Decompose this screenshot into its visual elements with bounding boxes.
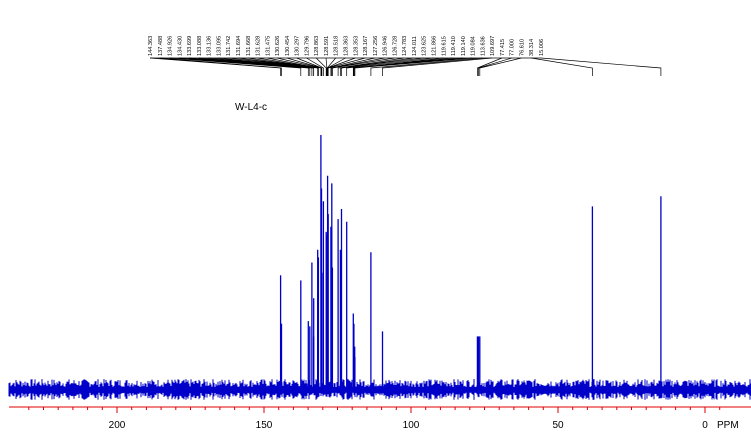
peak-shift-label: 133.095: [216, 36, 222, 56]
x-tick-label: 50: [552, 420, 564, 431]
peak-shift-label: 128.863: [314, 36, 320, 56]
peak-shift-label: 133.088: [197, 36, 203, 56]
peak-shift-label: 119.140: [461, 36, 467, 56]
x-tick-label: 100: [403, 420, 420, 431]
peak-shift-label: 124.011: [412, 36, 418, 56]
peak-shift-label: 131.742: [226, 36, 232, 56]
peak-shift-label: 130.297: [295, 36, 301, 56]
peak-shift-label: 131.668: [246, 36, 252, 56]
peak-shift-label: 130.454: [285, 36, 291, 56]
peak-shift-label: 131.475: [265, 36, 271, 56]
peak-label-group: 144.363 137.488 134.926 134.430 133.699 133.0…: [148, 36, 662, 76]
peak-shift-label: 128.591: [324, 36, 330, 56]
peak-shift-label: 38.314: [529, 39, 535, 56]
peak-shift-label: 15.006: [539, 39, 545, 56]
x-axis-label: PPM: [717, 420, 739, 431]
peak-shift-label: 133.699: [187, 36, 193, 56]
peak-shift-label: 131.694: [236, 36, 242, 56]
peak-shift-label: 121.866: [432, 36, 438, 56]
baseline-noise: [8, 379, 751, 400]
peak-shift-label: 77.415: [500, 39, 506, 56]
peak-group: [279, 135, 662, 390]
peak-shift-label: 119.410: [451, 36, 457, 56]
peak-shift-label: 119.615: [441, 36, 447, 56]
peak-shift-label: 128.363: [344, 36, 350, 56]
peak-shift-label: 128.167: [363, 36, 369, 56]
peak-shift-label: 123.625: [422, 36, 428, 56]
peak-shift-label: 134.926: [168, 36, 174, 56]
peak-shift-label: 134.430: [177, 36, 183, 56]
sample-name-label: W-L4-c: [235, 102, 267, 113]
x-axis: 200 150 100 50 0: [9, 406, 751, 431]
peak-shift-label: 76.610: [520, 39, 526, 56]
peak-shift-label: 130.626: [275, 36, 281, 56]
x-tick-label: 0: [702, 420, 708, 431]
peak-shift-label: 77.000: [510, 39, 516, 56]
peak-shift-label: 129.796: [304, 36, 310, 56]
peak-shift-label: 113.636: [480, 36, 486, 56]
x-tick-label: 150: [256, 420, 273, 431]
peak-label-leaders: [149, 57, 662, 76]
peak-shift-label: 133.136: [207, 36, 213, 56]
peak-shift-label: 124.783: [402, 36, 408, 56]
peak-shift-label: 127.256: [373, 36, 379, 56]
x-tick-label: 200: [109, 420, 126, 431]
peak-shift-label: 126.946: [383, 36, 389, 56]
baseline-noise-trace: [8, 379, 751, 400]
peak-shift-label: 137.488: [158, 36, 164, 56]
peak-shift-label: 144.363: [148, 36, 154, 56]
peak-shift-label: 126.728: [392, 36, 398, 56]
peak-shift-label: 119.084: [471, 36, 477, 56]
peak-shift-label: 109.697: [490, 36, 496, 56]
peak-shift-label: 128.353: [353, 36, 359, 56]
peak-shift-label: 128.518: [334, 36, 340, 56]
peak-shift-label: 131.628: [256, 36, 262, 56]
